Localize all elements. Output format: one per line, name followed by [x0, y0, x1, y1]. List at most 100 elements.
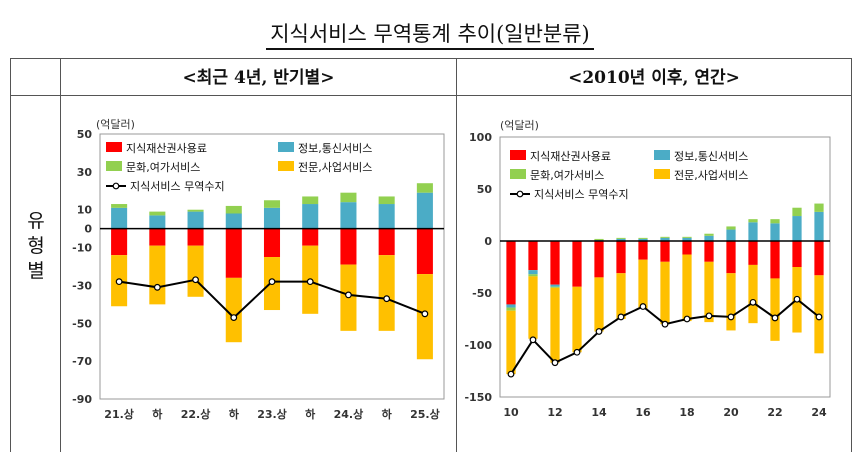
row-label-char: 유 — [27, 210, 45, 232]
legend-swatch-professional — [654, 169, 670, 179]
bar-ip — [528, 241, 538, 271]
balance-point — [306, 278, 314, 286]
balance-point — [683, 315, 691, 323]
bar-info — [225, 213, 242, 229]
bar-professional — [638, 259, 648, 309]
bar-culture — [111, 204, 128, 208]
legend-swatch-professional — [278, 161, 294, 171]
y-tick-label: -50 — [72, 317, 92, 330]
y-tick-label: -150 — [464, 391, 492, 404]
legend-label: 지식서비스 무역수지 — [130, 180, 225, 193]
half-year-chart: (억달러)50 30 10 -10 -30 -50 -70 -90 0 21.상 하 22.상 하 23.… — [72, 118, 445, 421]
x-tick-label: 14 — [591, 406, 607, 419]
balance-point — [383, 295, 391, 303]
x-tick-label: 22 — [767, 406, 782, 419]
bar-ip — [149, 228, 166, 246]
balance-point — [345, 291, 352, 299]
balance-point — [661, 320, 669, 328]
bar-ip — [187, 228, 204, 246]
row-label-char: 형 — [27, 235, 45, 257]
unit-label: (억달러) — [96, 118, 135, 131]
legend-swatch-info — [654, 150, 670, 160]
bar-professional — [506, 310, 516, 375]
x-tick-label: 16 — [635, 406, 651, 419]
bar-info — [302, 204, 319, 229]
bar-ip — [572, 241, 582, 287]
bar-professional — [594, 277, 604, 332]
bar-ip — [302, 228, 319, 246]
bar-culture — [792, 207, 802, 217]
x-tick-label: 24.상 — [334, 407, 364, 421]
balance-point — [727, 313, 735, 321]
bar-ip — [704, 241, 714, 262]
unit-label: (억달러) — [500, 119, 539, 132]
legend-swatch-marker — [516, 190, 524, 198]
annual-chart: (억달러) 100 50 0 -50 -100 -150 10 12 14 16 18 20 22 24 지식… — [464, 119, 831, 419]
bar-ip — [726, 241, 736, 274]
x-tick-label: 22.상 — [181, 407, 211, 421]
bar-ip — [263, 228, 281, 258]
x-tick-label: 하 — [305, 407, 316, 421]
x-tick-label: 23.상 — [257, 407, 287, 421]
y-tick-label: -100 — [464, 339, 492, 352]
bar-culture — [726, 226, 736, 230]
bar-culture — [770, 219, 780, 224]
bar-culture — [660, 236, 670, 238]
legend-label: 정보,통신서비스 — [674, 150, 748, 163]
legend-label: 지식재산권사용료 — [530, 150, 611, 163]
legend-label: 전문,사업서비스 — [674, 169, 748, 182]
bar-culture — [748, 219, 758, 223]
bar-culture — [528, 274, 538, 277]
x-tick-label: 18 — [679, 406, 694, 419]
bar-professional — [572, 286, 582, 353]
plot-area — [499, 136, 831, 398]
bar-ip — [340, 228, 357, 265]
y-tick-label: 0 — [484, 235, 492, 248]
bar-professional — [616, 273, 626, 319]
bar-info — [616, 238, 626, 241]
balance-point — [815, 313, 823, 321]
x-tick-label: 10 — [503, 406, 519, 419]
header-divider — [11, 95, 851, 96]
bar-culture — [340, 192, 357, 203]
bar-info — [550, 284, 560, 287]
balance-point — [268, 278, 276, 286]
bar-ip — [594, 241, 604, 278]
bar-professional — [550, 287, 560, 363]
y-tick-label: -30 — [72, 279, 92, 292]
left-chart-header: <최근 4년, 반기별> — [182, 68, 335, 88]
bar-info — [638, 238, 648, 241]
bar-info — [704, 235, 714, 241]
bar-ip — [616, 241, 626, 274]
x-tick-label: 하 — [229, 407, 240, 421]
right-chart-header: <2010년 이후, 연간> — [568, 68, 740, 88]
bar-ip — [770, 241, 780, 279]
bar-ip — [416, 228, 433, 275]
balance-point — [705, 312, 713, 320]
bar-ip — [748, 241, 758, 265]
bar-info — [378, 204, 395, 229]
bar-ip — [506, 241, 516, 305]
bar-info — [682, 237, 692, 241]
y-tick-label: 50 — [77, 128, 93, 141]
bar-culture — [616, 237, 626, 239]
y-tick-label: -70 — [72, 355, 92, 368]
column-divider — [60, 59, 61, 452]
y-tick-label: -50 — [472, 287, 492, 300]
bar-ip — [660, 241, 670, 262]
row-label-char: 별 — [27, 260, 45, 282]
legend-label: 지식서비스 무역수지 — [534, 188, 629, 201]
balance-point — [551, 359, 559, 367]
bar-culture — [506, 307, 516, 311]
bar-professional — [704, 261, 714, 323]
legend-swatch-info — [278, 142, 294, 152]
bar-culture — [814, 203, 824, 212]
y-tick-label: -90 — [72, 393, 92, 406]
balance-point — [230, 314, 238, 322]
bar-info — [792, 216, 802, 241]
balance-point — [115, 278, 123, 286]
bar-culture — [187, 209, 204, 212]
bar-professional — [528, 276, 538, 339]
bar-info — [814, 211, 824, 241]
y-tick-label: 10 — [77, 204, 93, 217]
